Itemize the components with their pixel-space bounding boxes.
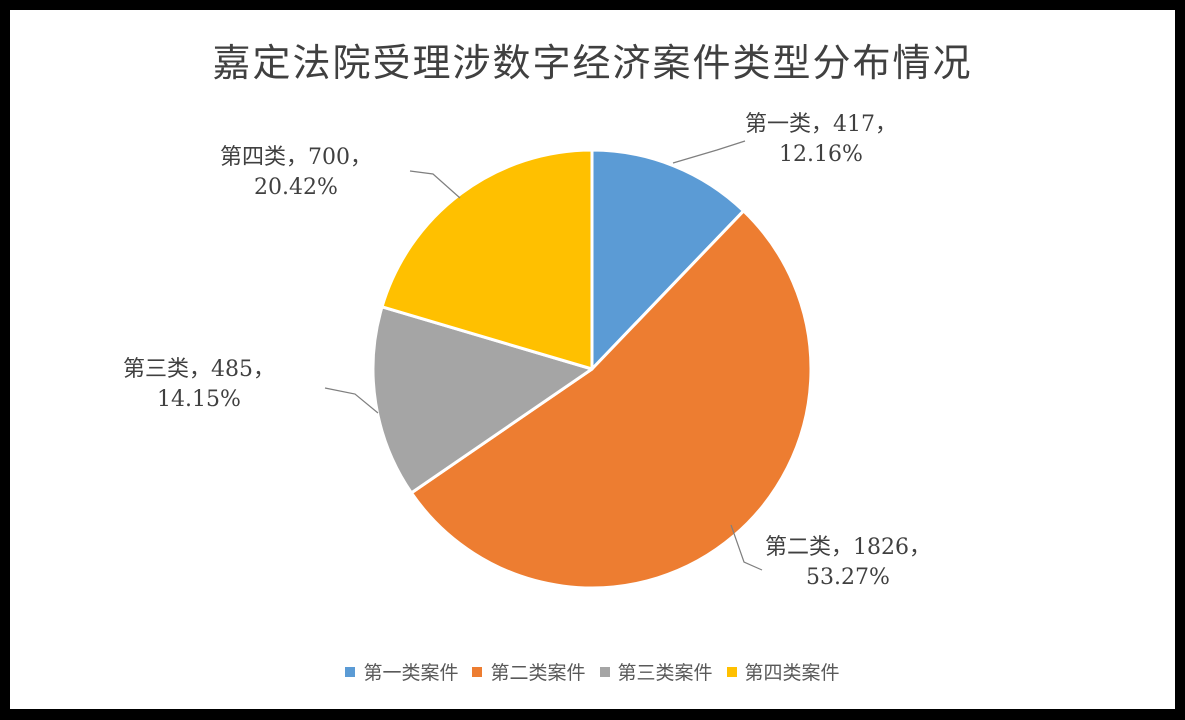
legend-swatch xyxy=(726,666,737,677)
pie-slice-4 xyxy=(380,148,594,371)
legend-label: 第一类案件 xyxy=(363,662,459,684)
legend-item-1: 第一类案件 xyxy=(345,658,458,685)
legend-label: 第四类案件 xyxy=(744,662,840,684)
chart-title: 嘉定法院受理涉数字经济案件类型分布情况 xyxy=(212,41,973,85)
legend-item-4: 第四类案件 xyxy=(726,658,840,685)
pie-slice-2 xyxy=(409,209,813,590)
leader-line-2 xyxy=(730,524,763,571)
leader-line-4 xyxy=(409,170,461,199)
data-label-3: 第三类，485， 14.15% xyxy=(123,355,275,415)
pie-chart xyxy=(324,140,813,590)
legend-label: 第二类案件 xyxy=(490,662,586,684)
data-label-percent: 12.16% xyxy=(779,142,863,167)
data-label-percent: 53.27% xyxy=(806,565,890,590)
data-label-value: 第二类，1826， xyxy=(765,535,931,560)
legend: 第一类案件 第二类案件 第三类案件 第四类案件 xyxy=(10,658,1175,685)
chart-frame: 嘉定法院受理涉数字经济案件类型分布情况 第一类，417， 12.16% 第二类，18… xyxy=(10,10,1175,709)
data-label-1: 第一类，417， 12.16% xyxy=(745,110,897,170)
pie-slice-1 xyxy=(590,148,746,371)
data-label-value: 第一类，417， xyxy=(745,112,897,137)
leader-line-1 xyxy=(672,140,746,164)
legend-swatch xyxy=(345,666,356,677)
legend-item-3: 第三类案件 xyxy=(599,658,713,685)
data-label-2: 第二类，1826， 53.27% xyxy=(765,533,931,593)
data-label-percent: 20.42% xyxy=(254,175,338,200)
data-label-4: 第四类，700， 20.42% xyxy=(220,143,372,203)
data-label-value: 第四类，700， xyxy=(220,145,372,170)
legend-label: 第三类案件 xyxy=(617,662,713,684)
leader-line-3 xyxy=(324,387,379,414)
legend-swatch xyxy=(472,666,483,677)
legend-swatch xyxy=(599,666,610,677)
legend-item-2: 第二类案件 xyxy=(472,658,586,685)
data-label-value: 第三类，485， xyxy=(123,357,275,382)
data-label-percent: 14.15% xyxy=(157,387,241,412)
